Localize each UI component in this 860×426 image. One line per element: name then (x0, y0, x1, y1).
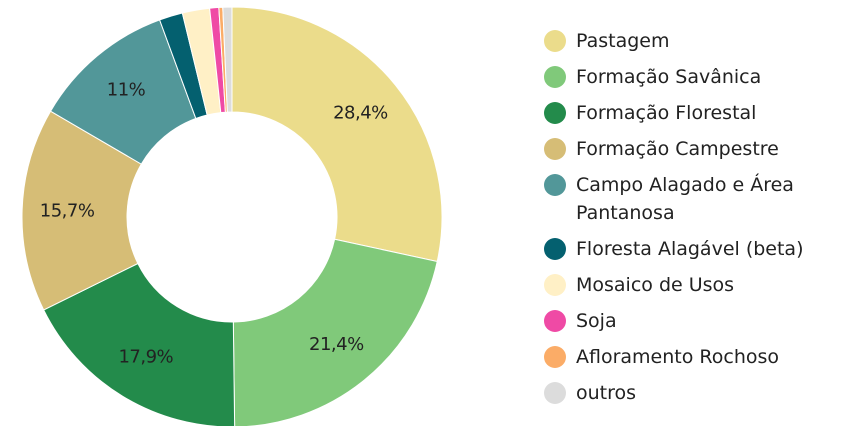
donut-slice (231, 6, 443, 263)
data-label: 17,9% (118, 347, 173, 368)
donut-slice (222, 6, 233, 113)
donut-slice (232, 238, 438, 426)
legend-item: Formação Florestal (544, 99, 844, 127)
legend-item: Pastagem (544, 27, 844, 55)
legend-item: Afloramento Rochoso (544, 343, 844, 371)
legend-swatch (544, 66, 566, 88)
data-label: 28,4% (333, 102, 388, 123)
legend-label: Floresta Alagável (beta) (576, 238, 804, 260)
legend-swatch (544, 382, 566, 404)
legend: Pastagem Formação Savânica Formação Flores… (544, 27, 844, 415)
legend-label: Mosaico de Usos (576, 274, 735, 296)
legend-label: Formação Campestre (576, 138, 779, 160)
data-label: 21,4% (309, 334, 364, 355)
legend-label: Campo Alagado e Área Pantanosa (576, 174, 794, 224)
legend-label: Afloramento Rochoso (576, 346, 780, 368)
donut-slice (43, 262, 236, 426)
legend-label: Soja (576, 310, 617, 332)
legend-swatch (544, 238, 566, 260)
legend-swatch (544, 30, 566, 52)
donut-slice (21, 110, 142, 311)
legend-item: Floresta Alagável (beta) (544, 235, 844, 263)
legend-item: Campo Alagado e Área Pantanosa (544, 171, 844, 227)
legend-swatch (544, 346, 566, 368)
data-label: 15,7% (40, 200, 95, 221)
legend-item: outros (544, 379, 844, 407)
legend-label: Pastagem (576, 30, 670, 52)
legend-swatch (544, 274, 566, 296)
legend-item: Formação Campestre (544, 135, 844, 163)
legend-item: Mosaico de Usos (544, 271, 844, 299)
legend-label: outros (576, 382, 637, 404)
legend-swatch (544, 138, 566, 160)
legend-swatch (544, 174, 566, 196)
legend-swatch (544, 102, 566, 124)
legend-label: Formação Savânica (576, 66, 762, 88)
legend-item: Soja (544, 307, 844, 335)
chart: 28,4% 21,4% 17,9% 15,7% 11% (21, 6, 443, 426)
legend-swatch (544, 310, 566, 332)
legend-item: Formação Savânica (544, 63, 844, 91)
legend-label: Formação Florestal (576, 102, 757, 124)
data-label: 11% (107, 80, 146, 101)
